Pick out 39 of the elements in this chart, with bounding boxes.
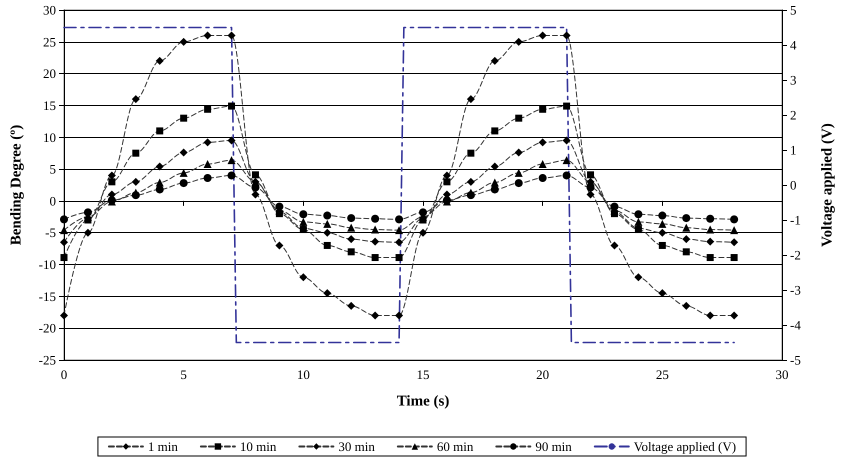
x-tick-label: 0 bbox=[60, 367, 68, 382]
y2-axis-title: Voltage applied (V) bbox=[820, 123, 836, 247]
y-tick-label: 10 bbox=[43, 130, 56, 145]
legend-label: 30 min bbox=[338, 439, 376, 454]
y-tick-label: 30 bbox=[43, 2, 56, 18]
x-tick-label: 20 bbox=[536, 367, 550, 382]
y-tick-label: -15 bbox=[38, 288, 56, 304]
y-tick-label: 15 bbox=[43, 98, 56, 113]
y-tick-label: -20 bbox=[38, 320, 56, 336]
legend-label: Voltage applied (V) bbox=[634, 439, 736, 454]
y2-tick-label: 5 bbox=[790, 2, 796, 18]
y2-tick-label: 0 bbox=[790, 178, 796, 192]
y2-tick-label: 1 bbox=[790, 142, 796, 158]
y-tick-label: 25 bbox=[43, 34, 56, 50]
x-axis-title: Time (s) bbox=[396, 394, 450, 410]
y-axis-title: Bending Degree (º) bbox=[8, 124, 24, 246]
y2-tick-label: 4 bbox=[790, 38, 797, 52]
y-tick-label: -10 bbox=[38, 257, 56, 272]
y2-tick-label: -1 bbox=[790, 212, 801, 228]
x-tick-label: 10 bbox=[296, 367, 310, 382]
x-tick-label: 15 bbox=[416, 367, 430, 382]
legend-label: 1 min bbox=[148, 439, 178, 454]
y-tick-label: 5 bbox=[50, 162, 56, 177]
y2-tick-label: -4 bbox=[790, 318, 802, 332]
y-tick-label: -5 bbox=[45, 225, 56, 240]
y2-tick-label: -5 bbox=[790, 352, 801, 368]
legend-label: 60 min bbox=[436, 439, 474, 454]
y2-tick-label: -2 bbox=[790, 248, 801, 262]
y-tick-label: 0 bbox=[50, 193, 56, 208]
legend-label: 10 min bbox=[240, 439, 277, 454]
y-tick-label: 20 bbox=[43, 66, 56, 82]
y-tick-label: -25 bbox=[38, 352, 56, 368]
x-tick-label: 5 bbox=[180, 367, 187, 382]
y2-tick-label: 2 bbox=[790, 108, 796, 122]
y2-tick-label: -3 bbox=[790, 282, 801, 298]
x-tick-label: 30 bbox=[776, 367, 788, 382]
y2-tick-label: 3 bbox=[790, 72, 796, 88]
legend-label: 90 min bbox=[535, 439, 572, 454]
x-tick-label: 25 bbox=[656, 367, 669, 382]
